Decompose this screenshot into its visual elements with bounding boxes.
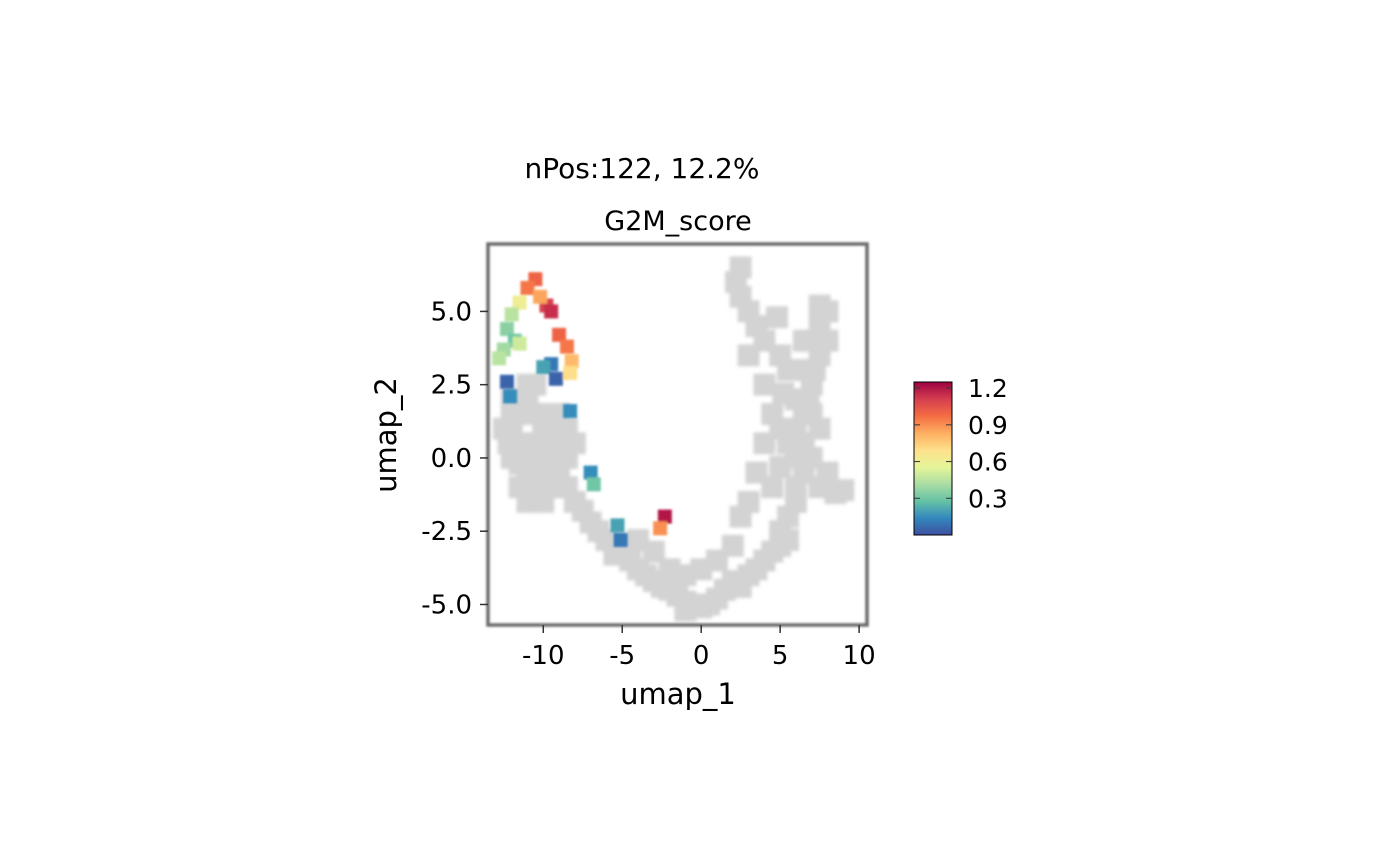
background-cell [753, 432, 776, 455]
background-cell [516, 490, 539, 513]
data-point [492, 351, 507, 366]
x-tick-label: 5 [772, 641, 789, 671]
plot-area [488, 244, 867, 625]
background-cell [800, 446, 823, 469]
data-point [512, 336, 527, 351]
data-point [586, 477, 601, 492]
x-tick-label: 0 [693, 641, 710, 671]
colorbar-tick-label: 0.9 [968, 411, 1008, 440]
background-cell [772, 382, 795, 405]
y-axis-label: umap_2 [369, 377, 403, 493]
data-point [548, 371, 563, 386]
background-cell [797, 388, 820, 411]
background-cell [808, 417, 831, 440]
background-cell [792, 329, 815, 352]
background-cell [658, 558, 681, 581]
data-point [563, 365, 578, 380]
background-cell [769, 455, 792, 478]
background-cell [627, 529, 650, 552]
background-cell [761, 476, 784, 499]
background-cells-layer [492, 256, 855, 622]
background-cell [808, 294, 831, 317]
y-axis: 5.0 2.5 0.0 -2.5 -5.0 [421, 297, 488, 620]
background-cell [551, 429, 574, 452]
background-cell [529, 441, 552, 464]
data-point [552, 327, 567, 342]
background-cell [729, 256, 752, 279]
y-tick-label: -2.5 [421, 517, 472, 547]
background-cell [765, 306, 788, 329]
x-tick-label: 10 [843, 641, 876, 671]
background-cell [761, 402, 784, 425]
y-tick-label: -5.0 [421, 590, 472, 620]
data-point [583, 465, 598, 480]
background-cell [535, 470, 558, 493]
data-point [504, 307, 519, 322]
background-cell [508, 452, 531, 475]
background-cell [524, 373, 547, 396]
plot-panel-border [486, 242, 869, 627]
background-cell [674, 599, 697, 622]
data-point [503, 389, 518, 404]
background-cell [832, 479, 855, 502]
x-tick-label: -5 [609, 641, 635, 671]
y-tick-label: 5.0 [431, 297, 472, 327]
data-point [520, 280, 535, 295]
background-cell [729, 505, 752, 528]
colorbar-gradient [913, 381, 953, 536]
data-point [657, 509, 672, 524]
data-point [564, 354, 579, 369]
data-point [653, 521, 668, 536]
data-point [544, 304, 559, 319]
data-point [563, 404, 578, 419]
background-cell [816, 329, 839, 352]
data-point [499, 374, 514, 389]
chart-subtitle: G2M_score [604, 206, 751, 237]
background-cell [737, 344, 760, 367]
colorbar-ticks: 1.2 0.9 0.6 0.3 [914, 374, 1008, 513]
colorbar: 1.2 0.9 0.6 0.3 [913, 374, 1008, 536]
y-tick-label: 2.5 [431, 371, 472, 401]
colorbar-tick-label: 1.2 [968, 374, 1008, 403]
data-point [613, 533, 628, 548]
x-axis: -10 -5 0 5 10 [522, 625, 876, 671]
background-cell [516, 402, 539, 425]
data-point [512, 295, 527, 310]
data-point [559, 339, 574, 354]
y-tick-label: 0.0 [431, 444, 472, 474]
data-point [610, 518, 625, 533]
chart-title: nPos:122, 12.2% [525, 152, 760, 185]
colorbar-tick-label: 0.6 [968, 448, 1008, 477]
background-cell [803, 359, 826, 382]
background-cell [497, 432, 520, 455]
data-point [499, 321, 514, 336]
colorbar-tick-label: 0.3 [968, 484, 1008, 513]
positive-points-layer [492, 272, 672, 548]
data-point [536, 360, 551, 375]
data-point [533, 289, 548, 304]
x-axis-label: umap_1 [620, 677, 736, 711]
background-cell [753, 373, 776, 396]
x-tick-label: -10 [522, 641, 564, 671]
